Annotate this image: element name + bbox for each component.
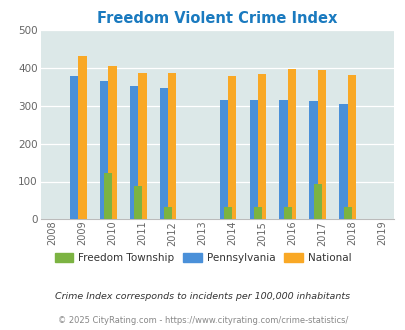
Bar <box>70 76 78 219</box>
Bar <box>164 207 172 219</box>
Text: © 2025 CityRating.com - https://www.cityrating.com/crime-statistics/: © 2025 CityRating.com - https://www.city… <box>58 316 347 325</box>
Bar <box>347 75 355 219</box>
Bar <box>223 207 232 219</box>
Bar <box>279 100 287 219</box>
Bar <box>287 69 296 219</box>
Bar <box>313 184 321 219</box>
Bar <box>159 88 168 219</box>
Bar <box>283 207 291 219</box>
Bar <box>339 104 347 219</box>
Bar <box>138 73 146 219</box>
Bar <box>309 101 317 219</box>
Legend: Freedom Township, Pennsylvania, National: Freedom Township, Pennsylvania, National <box>50 248 355 267</box>
Text: Crime Index corresponds to incidents per 100,000 inhabitants: Crime Index corresponds to incidents per… <box>55 292 350 301</box>
Title: Freedom Violent Crime Index: Freedom Violent Crime Index <box>97 11 337 26</box>
Bar <box>257 74 266 219</box>
Bar <box>104 173 112 219</box>
Bar <box>130 86 138 219</box>
Bar <box>168 73 176 219</box>
Bar <box>228 76 236 219</box>
Bar <box>78 56 87 219</box>
Bar <box>249 100 257 219</box>
Bar <box>253 207 262 219</box>
Bar <box>343 207 351 219</box>
Bar <box>134 186 142 219</box>
Bar <box>219 100 228 219</box>
Bar <box>100 81 108 219</box>
Bar <box>108 66 116 219</box>
Bar <box>317 70 325 219</box>
